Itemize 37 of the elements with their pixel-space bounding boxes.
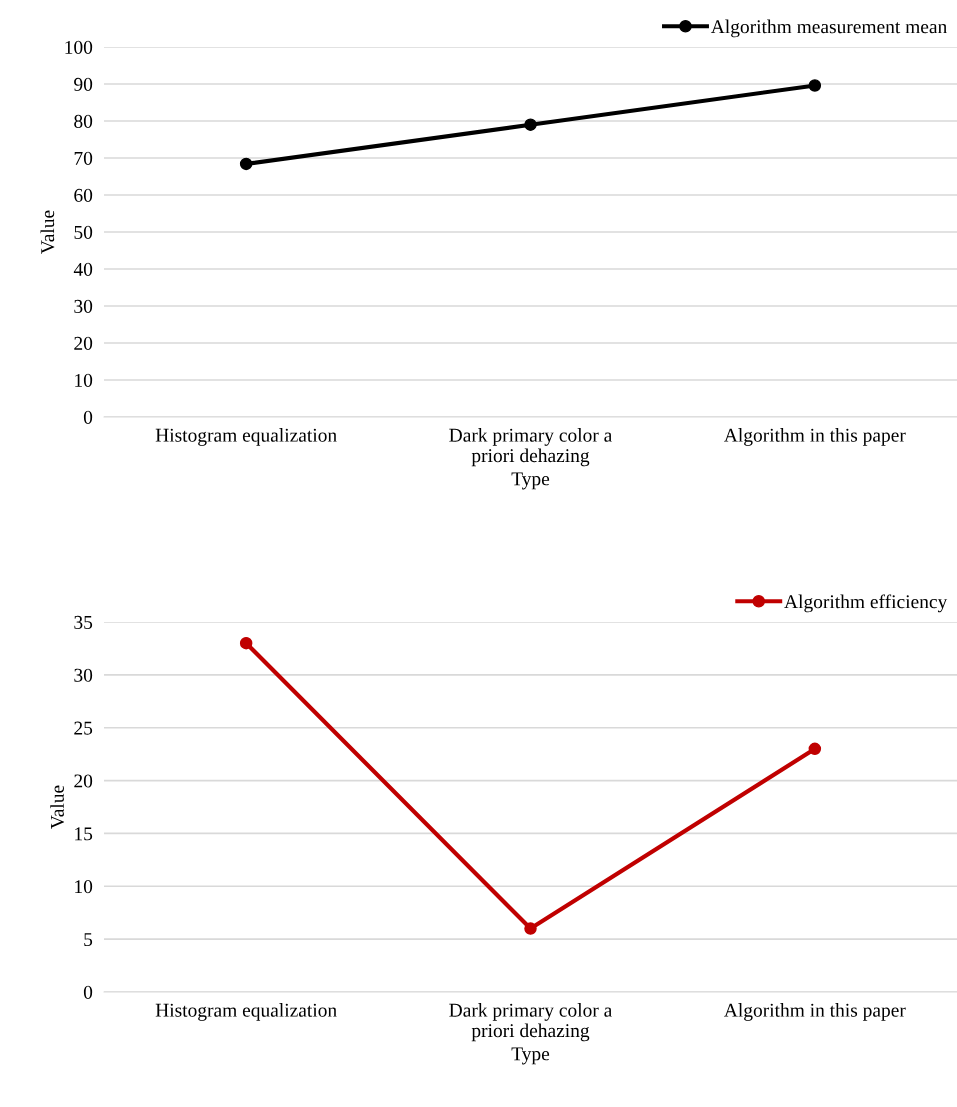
x-tick-label: Histogram equalization [155, 428, 337, 446]
y-tick-label: 40 [73, 262, 93, 276]
point [524, 118, 537, 131]
point [239, 636, 253, 650]
x-tick-label: Algorithm in this paper [724, 1003, 906, 1021]
x-axis-title: Type [511, 1047, 550, 1065]
x-tick-label: Histogram equalization [155, 1003, 337, 1021]
y-tick-label: 0 [83, 410, 93, 424]
y-tick-label: 20 [74, 774, 93, 788]
x-tick-label: Dark primary color a priori dehazing [449, 428, 613, 467]
y-tick-label: 10 [75, 373, 93, 387]
y-tick-label: 5 [84, 933, 93, 947]
y-axis-title: Value [40, 210, 55, 254]
x-axis-title: Type [511, 472, 550, 490]
y-tick-label: 70 [74, 151, 93, 165]
y-axis-title: Value [50, 785, 65, 829]
y-tick-label: 20 [74, 336, 93, 350]
y-tick-label: 80 [74, 114, 93, 128]
y-tick-label: 30 [74, 299, 93, 313]
point [808, 742, 822, 756]
point [808, 79, 822, 92]
legend-label: Algorithm measurement mean [710, 19, 947, 38]
y-tick-label: 60 [74, 188, 93, 202]
y-tick-label: 0 [83, 985, 93, 999]
x-tick-label: Algorithm in this paper [724, 428, 906, 446]
y-tick-label: 15 [75, 827, 93, 841]
point [524, 922, 537, 935]
y-tick-label: 25 [74, 721, 93, 735]
y-tick-label: 35 [74, 615, 93, 629]
point [239, 157, 253, 171]
y-tick-label: 10 [75, 880, 93, 894]
y-tick-label: 100 [65, 40, 93, 54]
y-tick-label: 90 [74, 77, 93, 91]
legend-label: Algorithm efficiency [784, 594, 948, 613]
y-tick-label: 30 [74, 668, 93, 682]
y-tick-label: 50 [74, 225, 93, 239]
x-tick-label: Dark primary color a priori dehazing [449, 1003, 613, 1042]
